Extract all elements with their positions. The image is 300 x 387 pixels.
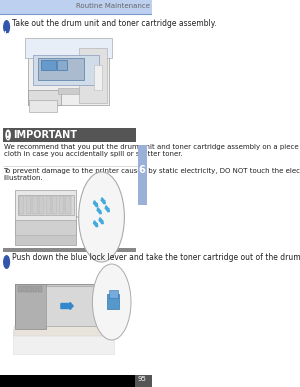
Text: We recommend that you put the drum unit and toner cartridge assembly on a piece : We recommend that you put the drum unit … [4,144,300,157]
Bar [15,284,46,329]
Text: 95: 95 [138,376,147,382]
Bar [26,196,31,214]
Bar [23,286,27,292]
Bar [65,196,70,214]
Bar [39,196,44,214]
Bar [18,195,74,215]
FancyArrow shape [94,201,98,207]
Bar [18,286,22,292]
Bar [38,58,84,80]
FancyArrow shape [101,198,105,204]
Bar [14,326,103,336]
Text: c: c [4,267,9,276]
Bar [2,248,136,252]
Bar [135,375,152,387]
Bar [15,220,76,238]
Bar [79,48,106,103]
FancyArrow shape [61,303,73,310]
FancyArrow shape [105,206,110,212]
Circle shape [3,20,10,34]
Text: To prevent damage to the printer caused by static electricity, DO NOT touch the : To prevent damage to the printer caused … [4,168,300,181]
Bar [59,196,64,214]
Bar [33,286,37,292]
Bar [32,196,38,214]
Bar [28,40,109,105]
Text: b: b [4,31,9,41]
Bar [109,290,118,298]
Bar [106,294,119,309]
Circle shape [5,130,11,140]
Bar [58,88,79,94]
Text: Take out the drum unit and toner cartridge assembly.: Take out the drum unit and toner cartrid… [12,19,216,27]
Text: !: ! [6,132,10,141]
Bar [15,190,76,245]
Bar [26,38,112,58]
Bar [0,375,152,387]
Text: IMPORTANT: IMPORTANT [13,130,77,140]
FancyArrow shape [97,208,101,214]
Bar [15,284,101,329]
Bar [40,60,56,70]
Bar [138,145,147,205]
Circle shape [79,172,124,262]
Bar [52,196,57,214]
Circle shape [92,264,131,340]
Circle shape [3,255,10,269]
Bar [46,196,51,214]
Bar [28,286,32,292]
Bar [0,0,152,14]
Bar [2,128,136,142]
FancyArrow shape [94,221,98,227]
FancyArrow shape [99,218,103,224]
Bar [38,286,42,292]
Bar [94,65,101,90]
Bar [13,329,114,354]
Bar [29,100,57,112]
Text: Push down the blue lock lever and take the toner cartridge out of the drum unit.: Push down the blue lock lever and take t… [12,253,300,262]
Bar [57,60,67,70]
Bar [19,196,24,214]
Text: Routine Maintenance: Routine Maintenance [76,3,150,9]
Bar [28,90,61,105]
Text: 6: 6 [139,165,146,175]
Bar [15,235,76,245]
Bar [46,286,99,326]
Bar [33,55,99,85]
